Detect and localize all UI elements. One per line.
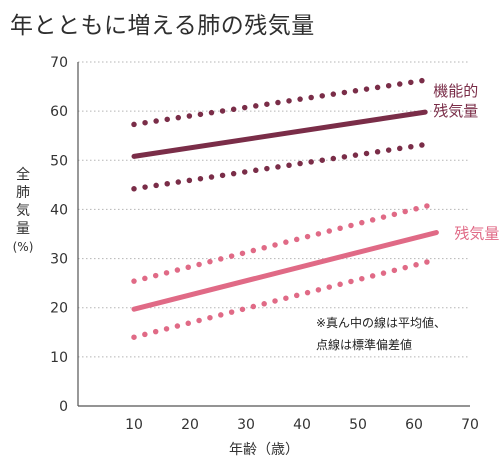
series-group bbox=[131, 77, 428, 192]
y-axis-label-char: 肺 bbox=[16, 185, 30, 201]
axes: 0 10 20 30 40 50 60 70 10 20 30 40 50 60 70 年齢（歳） bbox=[50, 55, 479, 458]
sd-lower-line bbox=[131, 141, 428, 192]
series-group bbox=[131, 200, 440, 340]
x-tick-label: 40 bbox=[293, 417, 311, 433]
x-tick-label: 20 bbox=[181, 417, 199, 433]
y-axis-label-char: 気 bbox=[16, 203, 30, 219]
x-tick-label: 50 bbox=[349, 417, 367, 433]
sd-lower-line bbox=[131, 256, 440, 340]
mean-line bbox=[131, 109, 428, 159]
y-axis-label: 全 肺 気 量 (%) bbox=[10, 166, 36, 256]
y-tick-label: 0 bbox=[59, 399, 68, 415]
x-tick-label: 10 bbox=[125, 417, 143, 433]
x-tick-label: 70 bbox=[461, 417, 479, 433]
chart-title: 年とともに増える肺の残気量 bbox=[10, 13, 315, 39]
sd-upper-line bbox=[131, 200, 440, 284]
x-tick-label: 30 bbox=[237, 417, 255, 433]
y-axis-label-char: 全 bbox=[16, 167, 30, 183]
y-tick-label: 20 bbox=[50, 301, 68, 317]
x-tick-label: 60 bbox=[405, 417, 423, 433]
series-label: 残気量 bbox=[433, 102, 478, 120]
note-line: 点線は標準偏差値 bbox=[316, 337, 412, 352]
y-axis-label-char: 量 bbox=[16, 221, 30, 237]
note-line: ※真ん中の線は平均値、 bbox=[316, 315, 446, 330]
y-tick-label: 70 bbox=[50, 55, 68, 71]
series-lines bbox=[131, 77, 440, 340]
y-tick-label: 40 bbox=[50, 202, 68, 218]
note: ※真ん中の線は平均値、点線は標準偏差値 bbox=[316, 315, 446, 352]
y-tick-label: 30 bbox=[50, 252, 68, 268]
y-tick-label: 50 bbox=[50, 153, 68, 169]
series-label: 残気量 bbox=[454, 225, 499, 243]
x-axis-label: 年齢（歳） bbox=[229, 442, 299, 458]
mean-line bbox=[131, 230, 439, 312]
y-axis-unit: (%) bbox=[12, 240, 34, 254]
sd-upper-line bbox=[131, 77, 428, 128]
series-label: 機能的 bbox=[433, 82, 478, 100]
grid bbox=[78, 61, 470, 358]
y-tick-label: 60 bbox=[50, 104, 68, 120]
y-tick-label: 10 bbox=[50, 350, 68, 366]
